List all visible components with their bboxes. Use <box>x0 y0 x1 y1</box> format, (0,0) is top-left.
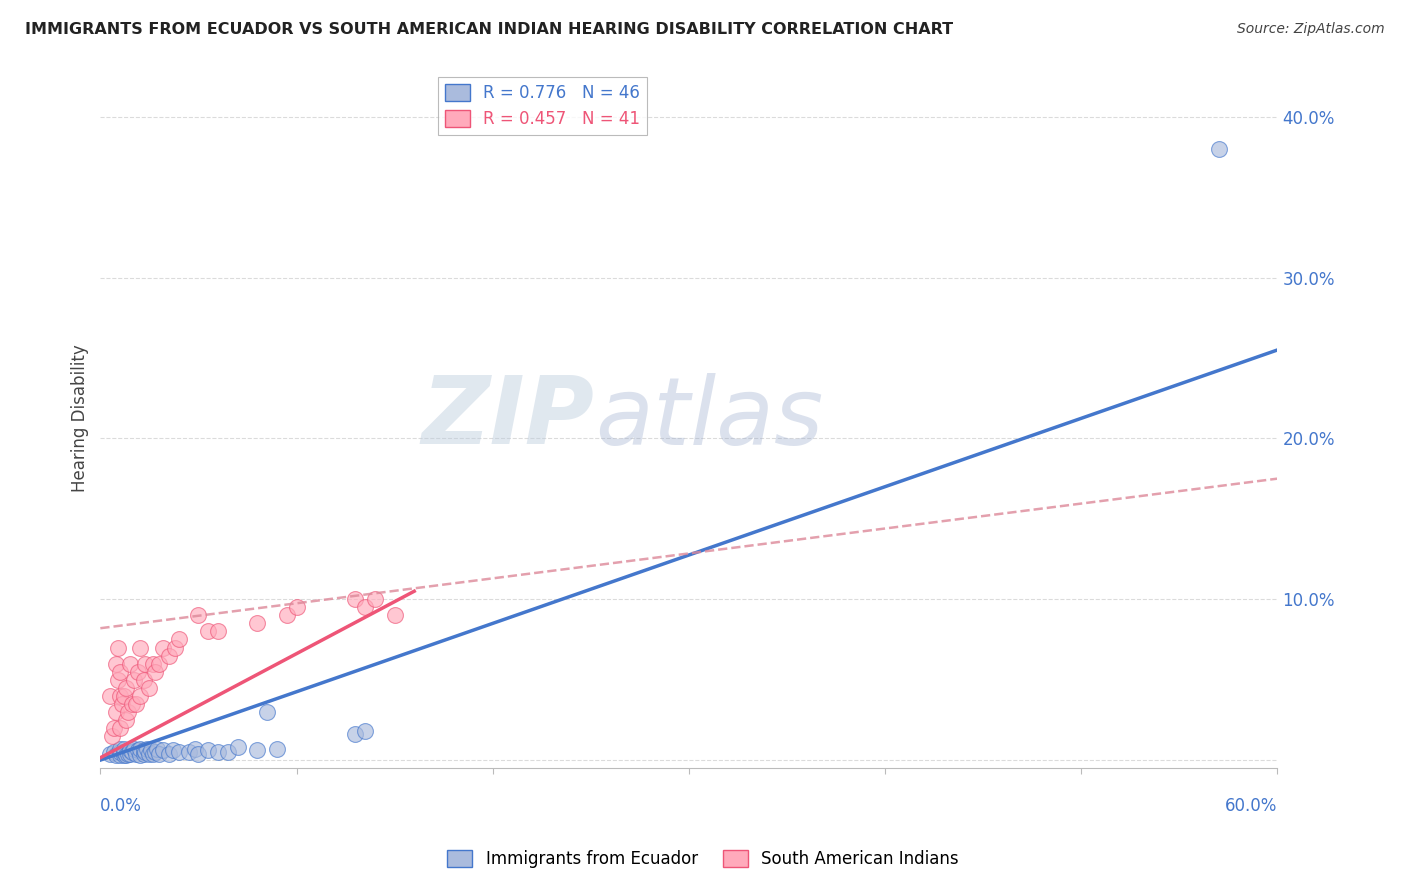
Legend: R = 0.776   N = 46, R = 0.457   N = 41: R = 0.776 N = 46, R = 0.457 N = 41 <box>439 77 647 135</box>
Point <box>98 689 121 703</box>
Point <box>143 665 166 679</box>
Point <box>167 745 190 759</box>
Point <box>183 742 205 756</box>
Point <box>108 721 131 735</box>
Point <box>108 745 131 759</box>
Point <box>107 640 129 655</box>
Point <box>118 747 141 761</box>
Point <box>128 640 150 655</box>
Text: ZIP: ZIP <box>422 372 595 465</box>
Point <box>217 745 239 759</box>
Point <box>143 745 166 759</box>
Point <box>207 624 229 639</box>
Point <box>138 681 160 695</box>
Point <box>105 705 128 719</box>
Point <box>134 745 156 759</box>
Point <box>118 657 141 671</box>
Point <box>128 742 150 756</box>
Point <box>107 673 129 687</box>
Point <box>364 592 387 607</box>
Point <box>162 743 184 757</box>
Point <box>112 745 135 759</box>
Point <box>103 745 125 759</box>
Legend: Immigrants from Ecuador, South American Indians: Immigrants from Ecuador, South American … <box>440 843 966 875</box>
Point <box>148 747 170 761</box>
Point <box>134 657 156 671</box>
Point <box>98 747 121 761</box>
Point <box>108 748 131 763</box>
Point <box>115 748 138 763</box>
Point <box>138 747 160 761</box>
Point <box>246 616 269 631</box>
Point <box>256 705 278 719</box>
Point <box>117 705 139 719</box>
Point <box>148 657 170 671</box>
Point <box>111 697 134 711</box>
Point <box>128 689 150 703</box>
Point <box>132 743 155 757</box>
Point <box>187 747 209 761</box>
Point <box>121 745 143 759</box>
Text: 60.0%: 60.0% <box>1225 797 1278 815</box>
Point <box>152 743 174 757</box>
Point <box>132 747 155 761</box>
Point <box>167 632 190 647</box>
Point <box>197 743 219 757</box>
Point <box>276 608 298 623</box>
Point <box>207 745 229 759</box>
Point <box>354 600 377 615</box>
Point <box>108 689 131 703</box>
Point <box>108 742 131 756</box>
Point <box>136 742 159 756</box>
Point <box>142 657 165 671</box>
Point <box>101 729 124 743</box>
Point <box>128 748 150 763</box>
Point <box>344 727 367 741</box>
Point <box>157 648 180 663</box>
Point <box>112 689 135 703</box>
Point <box>122 673 145 687</box>
Point <box>112 742 135 756</box>
Point <box>157 747 180 761</box>
Point <box>124 697 146 711</box>
Point <box>112 748 135 763</box>
Point <box>121 697 143 711</box>
Text: 0.0%: 0.0% <box>100 797 142 815</box>
Point <box>117 747 139 761</box>
Point <box>115 681 138 695</box>
Point <box>141 743 163 757</box>
Point <box>246 743 269 757</box>
Point <box>146 742 169 756</box>
Point <box>344 592 367 607</box>
Point <box>122 742 145 756</box>
Point <box>266 742 288 756</box>
Point <box>187 608 209 623</box>
Point <box>197 624 219 639</box>
Point <box>354 724 377 739</box>
Text: IMMIGRANTS FROM ECUADOR VS SOUTH AMERICAN INDIAN HEARING DISABILITY CORRELATION : IMMIGRANTS FROM ECUADOR VS SOUTH AMERICA… <box>25 22 953 37</box>
Point <box>105 657 128 671</box>
Point <box>1208 142 1230 156</box>
Point <box>127 665 149 679</box>
Point <box>177 745 200 759</box>
Text: atlas: atlas <box>595 373 823 464</box>
Point <box>163 640 186 655</box>
Text: Source: ZipAtlas.com: Source: ZipAtlas.com <box>1237 22 1385 37</box>
Y-axis label: Hearing Disability: Hearing Disability <box>72 344 89 492</box>
Point <box>124 747 146 761</box>
Point <box>152 640 174 655</box>
Point <box>142 747 165 761</box>
Point <box>118 743 141 757</box>
Point <box>226 740 249 755</box>
Point <box>127 743 149 757</box>
Point <box>103 721 125 735</box>
Point <box>105 748 128 763</box>
Point <box>285 600 308 615</box>
Point <box>108 665 131 679</box>
Point <box>384 608 406 623</box>
Point <box>132 673 155 687</box>
Point <box>115 713 138 727</box>
